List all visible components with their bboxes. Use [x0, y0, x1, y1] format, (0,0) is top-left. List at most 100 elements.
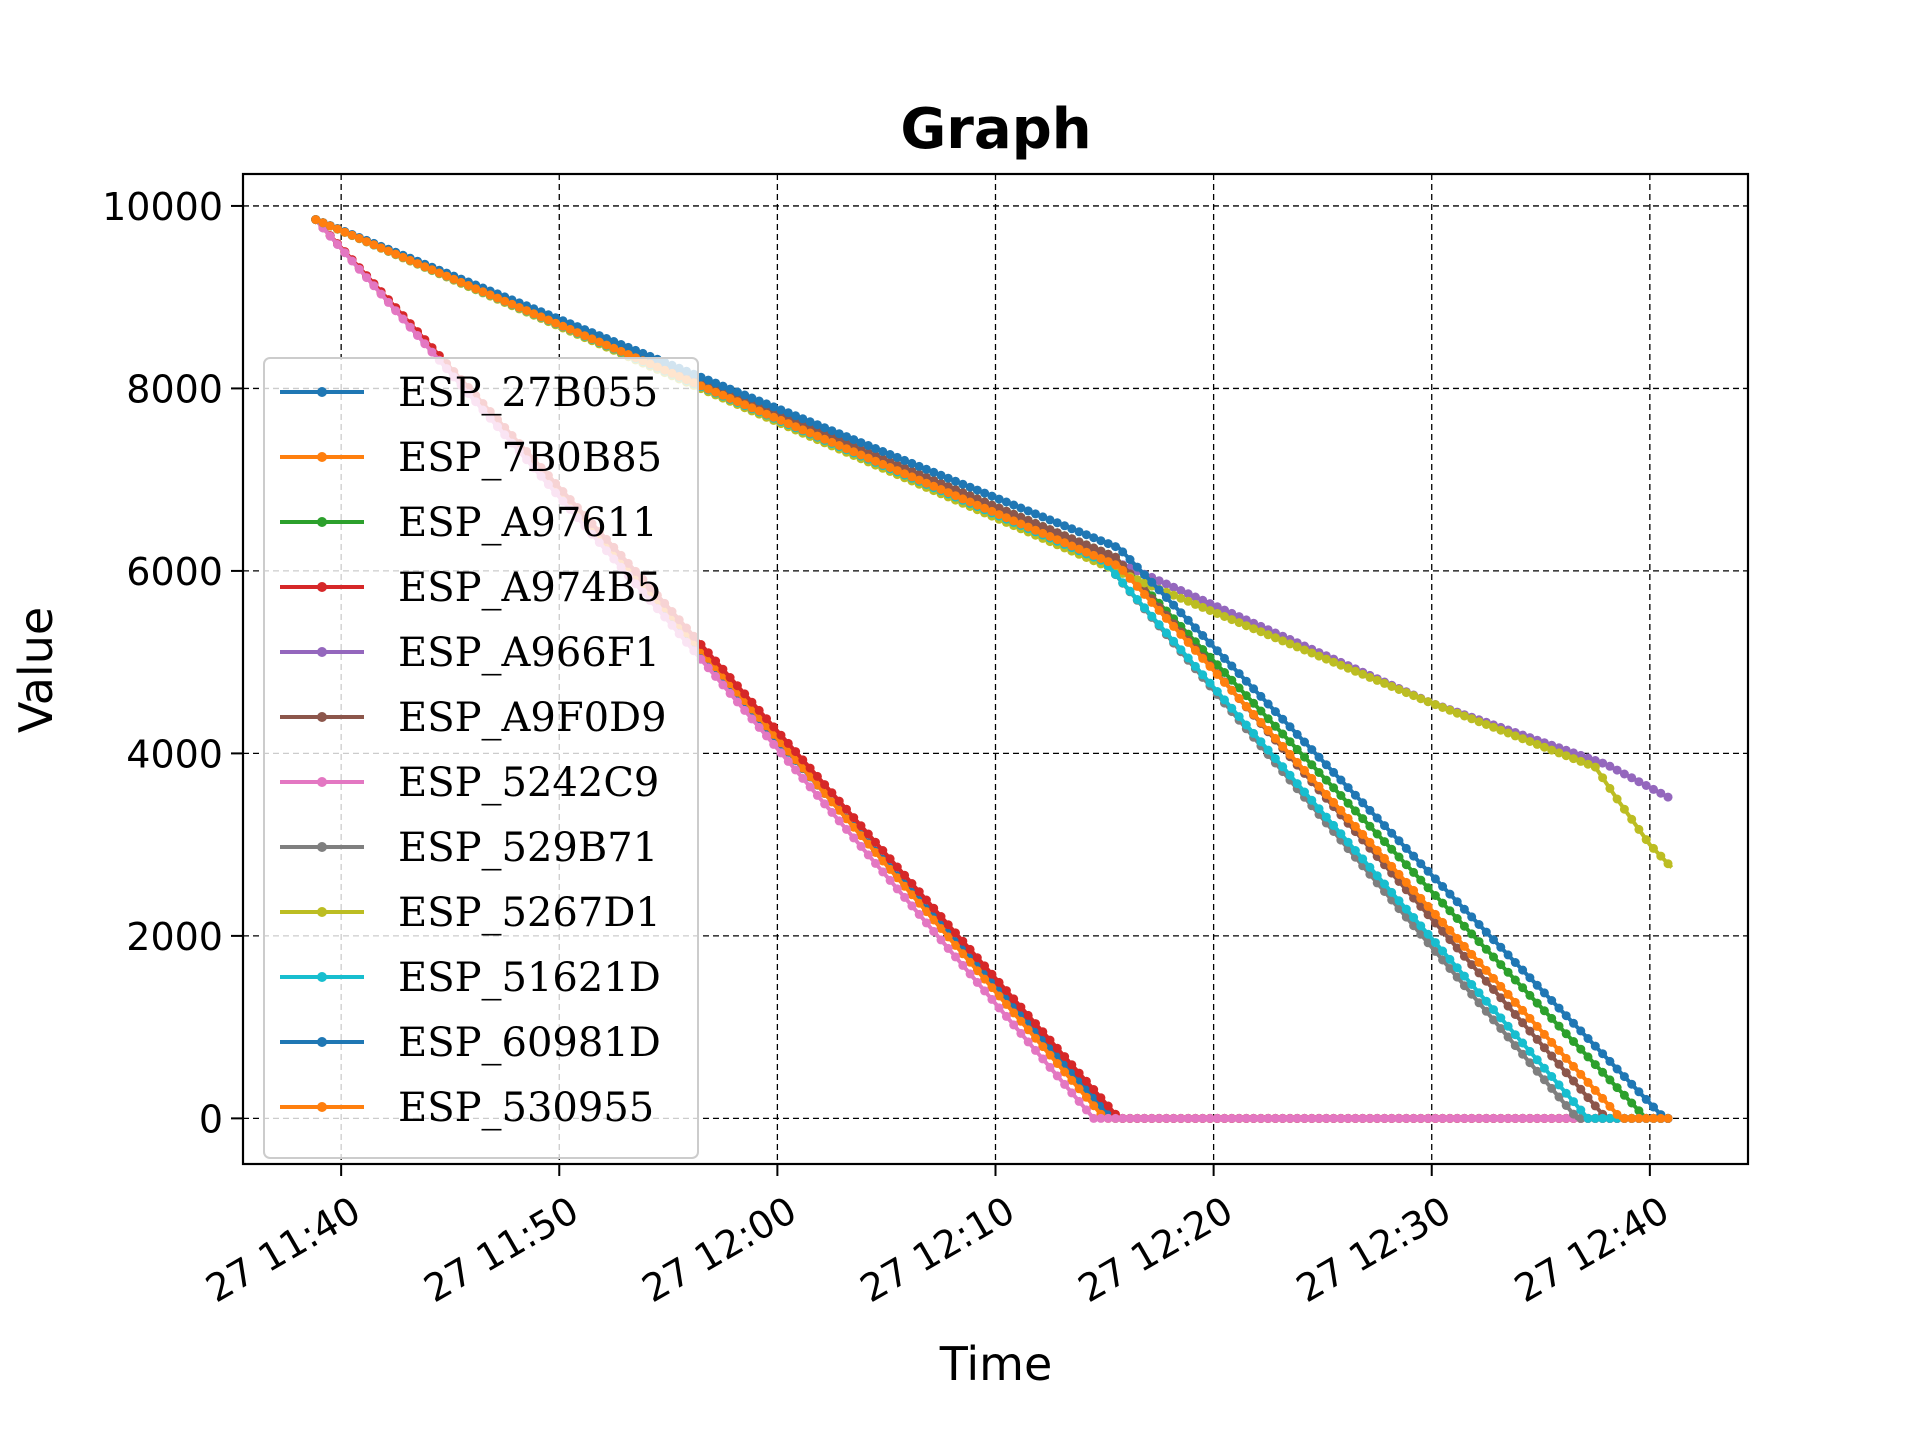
data-point — [1481, 1113, 1491, 1123]
legend: ESP_27B055 ESP_7B0B85 ESP_A97611 ESP_A974B5… — [263, 357, 699, 1159]
data-point — [1489, 973, 1498, 983]
data-point — [1009, 994, 1019, 1004]
data-point — [1481, 944, 1491, 954]
data-point — [769, 412, 779, 422]
data-point — [1278, 1113, 1288, 1123]
data-point — [892, 873, 902, 883]
legend-marker — [317, 582, 327, 592]
data-point — [347, 256, 357, 266]
y-tick-label: 10000 — [102, 185, 223, 229]
data-point — [943, 488, 953, 498]
data-point — [1656, 851, 1666, 861]
data-point — [1619, 804, 1629, 814]
data-point — [1554, 1021, 1564, 1031]
data-point — [1365, 672, 1375, 682]
legend-marker — [317, 712, 327, 722]
data-point — [398, 252, 408, 262]
legend-marker — [317, 777, 327, 787]
data-point — [1183, 596, 1193, 606]
data-point — [1249, 684, 1259, 694]
data-point — [1198, 602, 1208, 612]
data-point — [994, 510, 1004, 520]
data-point — [1278, 741, 1288, 751]
data-point — [1176, 593, 1186, 603]
data-point — [812, 790, 822, 800]
data-point — [1430, 874, 1440, 884]
data-point — [1234, 683, 1244, 693]
data-point — [1496, 942, 1506, 952]
data-point — [1198, 670, 1208, 680]
data-point — [1423, 901, 1433, 911]
data-point — [369, 281, 379, 291]
data-point — [936, 485, 946, 494]
data-point — [1147, 611, 1157, 621]
data-point — [907, 458, 917, 468]
data-point — [1510, 1041, 1520, 1051]
data-point — [1445, 954, 1455, 964]
data-point — [1569, 1097, 1578, 1107]
data-point — [1060, 538, 1070, 548]
data-point — [493, 293, 502, 303]
data-point — [820, 799, 830, 809]
data-point — [1111, 552, 1120, 562]
data-point — [1118, 1113, 1128, 1123]
data-point — [718, 381, 728, 391]
data-point — [849, 822, 859, 832]
data-point — [1074, 527, 1084, 537]
data-point — [1132, 595, 1142, 604]
data-point — [1467, 980, 1477, 989]
data-point — [1336, 829, 1346, 839]
data-point — [1619, 1090, 1629, 1100]
data-point — [1612, 794, 1622, 804]
data-point — [1001, 999, 1011, 1009]
legend-item: ESP_A9F0D9 — [280, 695, 667, 741]
data-point — [1350, 790, 1360, 800]
data-point — [1001, 1011, 1011, 1021]
data-point — [1140, 589, 1149, 599]
data-point — [1372, 871, 1382, 881]
legend-frame — [263, 357, 699, 1159]
data-point — [1176, 586, 1186, 595]
data-point — [1467, 714, 1477, 724]
data-point — [1241, 676, 1251, 686]
data-point — [1467, 949, 1477, 959]
data-point — [754, 705, 764, 715]
data-point — [1598, 773, 1608, 783]
data-point — [1016, 512, 1026, 522]
data-point — [1205, 1113, 1215, 1123]
data-point — [1605, 761, 1615, 771]
data-point — [1547, 1013, 1557, 1023]
data-point — [820, 780, 830, 790]
data-point — [812, 431, 822, 441]
data-point — [1576, 1084, 1586, 1094]
data-point — [1190, 623, 1200, 633]
data-point — [413, 259, 422, 269]
data-point — [1539, 1029, 1549, 1039]
data-point — [1161, 628, 1171, 638]
data-point — [980, 974, 990, 984]
data-point — [456, 277, 466, 287]
data-point — [1001, 506, 1011, 516]
data-point — [1489, 1015, 1498, 1025]
data-point — [1510, 1030, 1520, 1040]
data-point — [1147, 577, 1157, 587]
data-point — [1336, 805, 1346, 815]
data-point — [1459, 951, 1469, 961]
data-point — [1394, 836, 1404, 846]
data-point — [747, 697, 757, 707]
data-point — [856, 831, 866, 841]
data-point — [921, 464, 931, 474]
data-point — [1140, 603, 1149, 613]
data-point — [1438, 955, 1448, 965]
data-point — [1031, 509, 1040, 519]
data-point — [929, 926, 939, 936]
data-point — [1539, 1043, 1549, 1053]
data-point — [914, 909, 924, 919]
data-point — [1518, 734, 1528, 744]
data-point — [1583, 1052, 1593, 1062]
data-point — [878, 447, 888, 456]
data-point — [1409, 851, 1419, 861]
data-point — [1220, 1113, 1229, 1123]
data-point — [703, 384, 713, 394]
data-point — [1561, 1101, 1571, 1110]
